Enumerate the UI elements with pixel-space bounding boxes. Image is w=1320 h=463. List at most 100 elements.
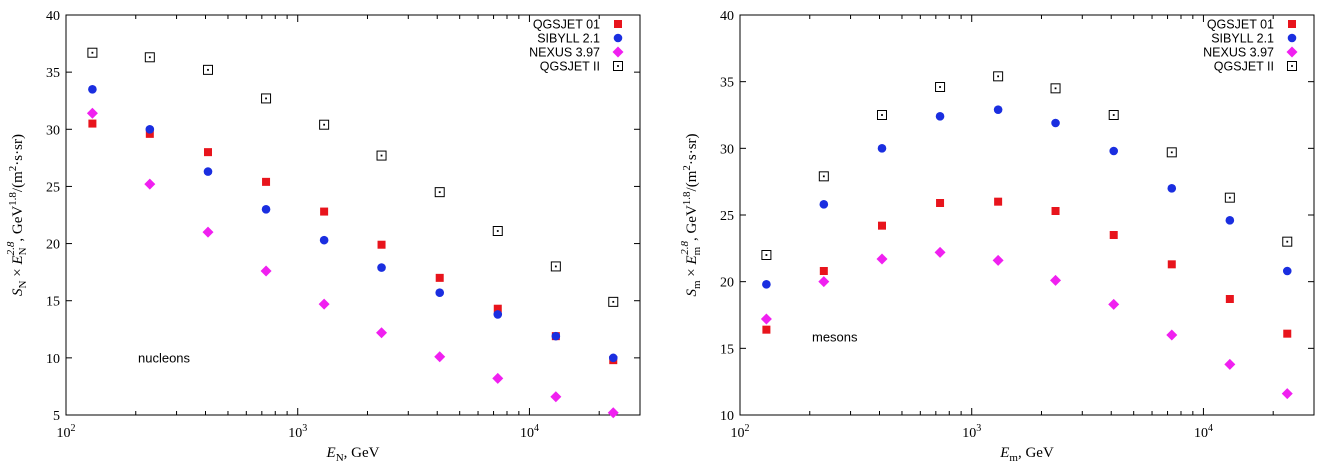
y-axis-tail: /(m: [684, 170, 700, 191]
data-point: [144, 178, 156, 190]
data-point-dot: [881, 114, 883, 116]
data-point: [818, 171, 829, 182]
data-point: [608, 296, 619, 307]
data-point-dot: [1170, 151, 1173, 154]
data-point-frame: [1108, 110, 1119, 120]
data-point: [434, 351, 446, 363]
data-point: [935, 82, 946, 92]
data-point: [1108, 298, 1120, 310]
data-point: [88, 119, 97, 128]
legend-marker-dot: [1291, 65, 1293, 67]
data-point: [994, 197, 1003, 206]
y-axis-end: ·s·sr): [684, 133, 700, 165]
legend-marker: [1287, 61, 1297, 71]
x-tick-label: 104: [520, 423, 539, 441]
data-point: [261, 204, 271, 214]
data-point-frame: [935, 82, 946, 92]
data-point: [1224, 192, 1235, 203]
y-axis-title: Sm × Em2.8, GeV1.8/(m2·s·sr): [679, 133, 703, 296]
x-tick-exponent: 4: [534, 423, 539, 434]
y-tick-label: 5: [53, 409, 60, 424]
data-point: [145, 129, 154, 138]
data-point-frame: [202, 64, 213, 75]
data-point-dot: [496, 230, 499, 232]
data-point-frame: [1166, 147, 1177, 158]
data-point-frame: [319, 119, 330, 130]
data-point: [992, 254, 1004, 266]
y-axis-end: ·s·sr): [10, 134, 26, 166]
x-tick-label: 104: [1194, 423, 1213, 441]
data-point-frame: [608, 296, 619, 307]
legend-marker: [1286, 46, 1298, 58]
data-point: [877, 221, 886, 230]
y-axis-e: E: [684, 255, 700, 265]
legend-marker: [1287, 33, 1297, 43]
legend-label: NEXUS 3.97: [1203, 46, 1274, 60]
data-point: [493, 304, 502, 313]
data-point: [318, 298, 330, 310]
y-axis-unit-sup: 1.8: [681, 191, 693, 205]
x-tick-base: 10: [520, 426, 534, 441]
data-point: [261, 93, 272, 104]
data-point: [376, 150, 387, 161]
x-axis-title: Em, GeV: [999, 445, 1054, 463]
data-point: [202, 226, 214, 238]
x-axis-unit: , GeV: [1018, 445, 1054, 461]
y-tick-label: 20: [720, 276, 734, 291]
y-axis-unit: , GeV: [10, 206, 26, 242]
data-point-frame: [761, 250, 772, 260]
panel-annotation: mesons: [812, 330, 858, 345]
x-axis-unit: , GeV: [344, 445, 380, 461]
series-qgsjet-ii: [87, 47, 619, 307]
data-point: [202, 64, 213, 75]
data-point: [876, 253, 888, 265]
data-point-frame: [550, 261, 561, 272]
data-point: [492, 372, 504, 384]
data-point-frame: [818, 171, 829, 182]
data-point: [1050, 83, 1061, 94]
y-axis-unit-sup: 1.8: [7, 192, 19, 206]
data-point: [88, 84, 97, 94]
data-point: [550, 391, 562, 403]
data-point: [87, 47, 98, 58]
x-axis-sub: m: [1009, 452, 1018, 463]
data-point-frame: [492, 226, 503, 236]
data-point: [1281, 388, 1293, 400]
series-sibyll-2-1: [88, 84, 618, 363]
legend-marker: [613, 33, 623, 43]
data-point: [262, 177, 271, 186]
y-axis-times: ×: [10, 265, 26, 281]
legend-label: NEXUS 3.97: [529, 46, 600, 60]
data-point: [877, 144, 887, 153]
x-tick-label: 103: [962, 423, 981, 441]
x-axis-var: E: [999, 445, 1009, 461]
y-axis-tail-sup: 2: [7, 166, 19, 172]
data-point: [1224, 358, 1236, 370]
data-point: [1050, 274, 1062, 286]
data-point-frame: [993, 71, 1004, 82]
data-point-frame: [1282, 236, 1293, 247]
data-point-dot: [1054, 87, 1057, 90]
series-nexus-3-97: [86, 107, 619, 419]
plot-frame: [65, 14, 641, 416]
series-qgsjet-ii: [761, 71, 1293, 260]
y-axis-s: S: [10, 288, 26, 296]
legend-marker-frame: [613, 61, 623, 71]
legend-label: QGSJET 01: [533, 18, 600, 32]
data-point-dot: [939, 86, 941, 88]
data-point: [203, 167, 213, 176]
x-tick-label: 102: [731, 423, 750, 441]
y-axis-tail-sup: 2: [681, 165, 693, 171]
data-point: [762, 325, 771, 334]
y-tick-label: 25: [720, 209, 734, 224]
data-point-dot: [207, 68, 209, 71]
x-tick-base: 10: [731, 426, 745, 441]
legend-label: QGSJET II: [540, 60, 600, 74]
x-axis-var: E: [326, 445, 336, 461]
y-axis-title: SN × EN2.8, GeV1.8/(m2·s·sr): [5, 134, 29, 296]
legend-marker-frame: [1287, 61, 1297, 71]
data-point: [1225, 216, 1235, 225]
